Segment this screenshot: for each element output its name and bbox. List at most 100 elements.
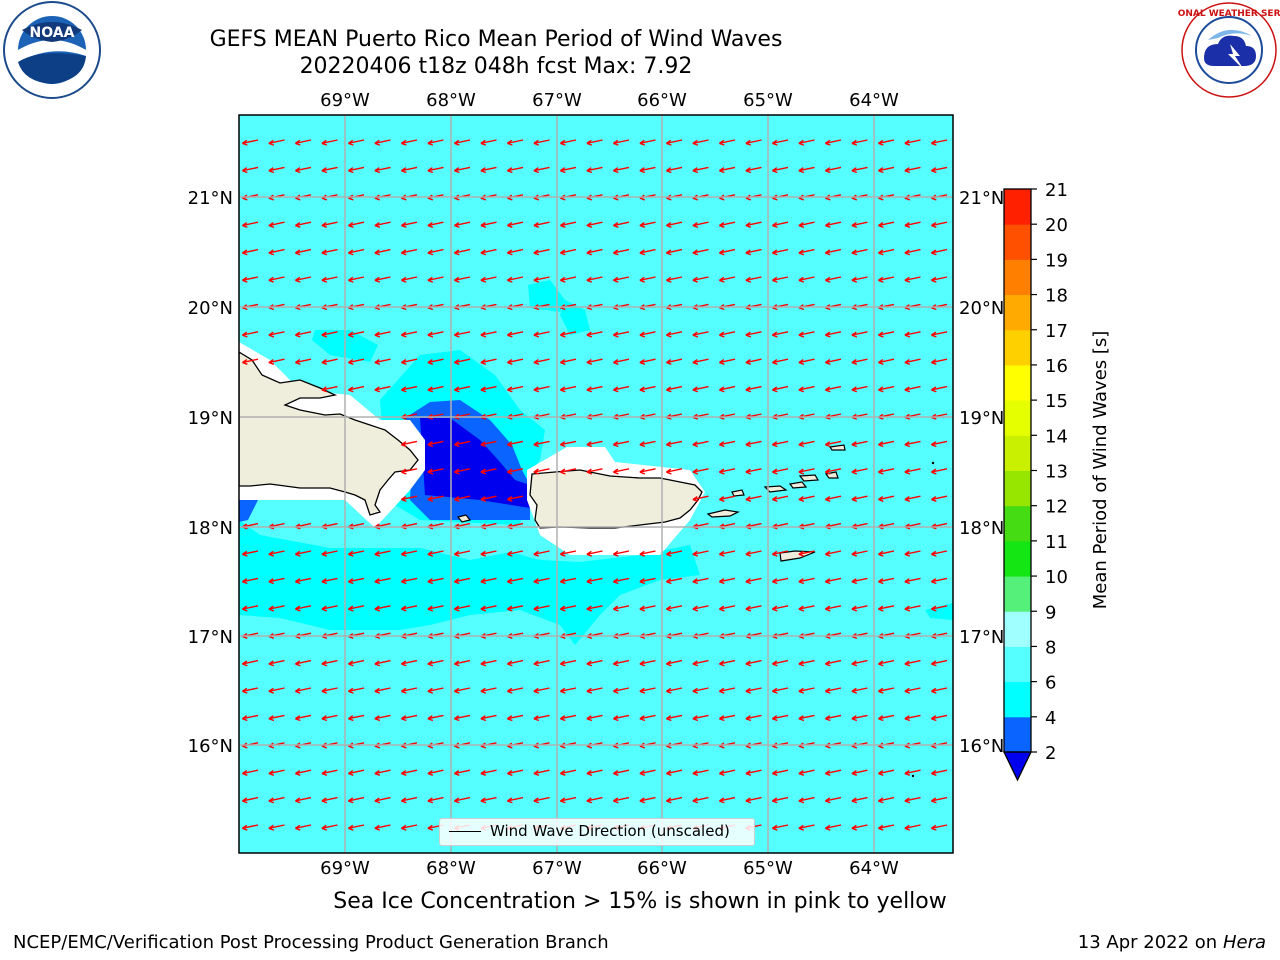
wind-wave-arrow bbox=[798, 468, 815, 475]
wind-wave-arrow bbox=[612, 248, 630, 256]
wind-wave-arrow bbox=[639, 659, 656, 667]
wind-wave-arrow bbox=[745, 166, 762, 174]
wave-period-4-6-south-east bbox=[925, 603, 953, 620]
wind-wave-arrow bbox=[612, 468, 630, 475]
colorbar-tick-label: 13 bbox=[1045, 462, 1068, 483]
colorbar-tick-label: 8 bbox=[1045, 637, 1056, 658]
wind-wave-arrow bbox=[268, 221, 285, 228]
wind-wave-arrow bbox=[930, 276, 948, 283]
wind-wave-arrow bbox=[506, 550, 524, 557]
wind-wave-arrow bbox=[533, 687, 550, 694]
wind-wave-arrow bbox=[453, 468, 471, 475]
wind-wave-arrow bbox=[427, 358, 444, 365]
wind-wave-arrow bbox=[506, 166, 524, 174]
wind-wave-arrow bbox=[480, 276, 497, 283]
wind-wave-arrow bbox=[798, 248, 815, 256]
wind-wave-arrow bbox=[347, 577, 365, 585]
wind-wave-arrow bbox=[480, 714, 497, 722]
wind-wave-arrow bbox=[904, 385, 921, 393]
wind-wave-arrow bbox=[665, 605, 683, 612]
wind-wave-arrow bbox=[559, 577, 577, 585]
wind-wave-arrow bbox=[294, 769, 312, 776]
wind-wave-arrow bbox=[586, 221, 603, 228]
wind-wave-arrow bbox=[506, 769, 524, 776]
wind-wave-arrow bbox=[904, 824, 921, 831]
wind-wave-arrow bbox=[268, 824, 285, 831]
wind-wave-arrow bbox=[639, 605, 656, 612]
hispaniola-land bbox=[239, 351, 419, 516]
wind-wave-arrow bbox=[374, 769, 391, 776]
wind-wave-arrow bbox=[851, 276, 868, 283]
wave-period-4-6-north bbox=[528, 280, 565, 312]
colorbar-segment bbox=[1004, 646, 1031, 683]
wind-wave-arrow bbox=[321, 385, 338, 393]
wind-wave-arrow bbox=[241, 248, 259, 256]
wind-wave-arrow bbox=[321, 221, 338, 228]
wind-wave-arrow bbox=[692, 468, 709, 475]
wind-wave-arrow bbox=[453, 687, 471, 694]
wind-wave-arrow bbox=[586, 796, 603, 804]
wind-wave-arrow bbox=[771, 495, 789, 502]
wind-wave-arrow bbox=[400, 276, 418, 283]
wind-wave-arrow bbox=[718, 139, 736, 146]
wind-wave-arrow bbox=[639, 714, 656, 722]
lon-label: 65°W bbox=[743, 90, 793, 111]
wind-wave-arrow bbox=[427, 769, 444, 776]
wind-wave-arrow bbox=[559, 659, 577, 667]
wind-wave-arrow bbox=[639, 276, 656, 283]
wind-wave-arrow bbox=[480, 659, 497, 667]
wind-wave-arrow bbox=[453, 714, 471, 722]
wind-wave-arrow bbox=[639, 687, 656, 694]
wind-wave-arrow bbox=[612, 769, 630, 776]
wind-wave-arrow bbox=[639, 358, 656, 365]
colorbar-tick-label: 18 bbox=[1045, 286, 1068, 307]
colorbar-tick-label: 21 bbox=[1045, 180, 1068, 201]
wind-wave-arrow bbox=[930, 824, 948, 831]
wind-wave-arrow bbox=[771, 605, 789, 612]
wind-wave-arrow bbox=[533, 605, 550, 612]
wind-wave-arrow bbox=[665, 687, 683, 694]
wind-wave-arrow bbox=[745, 714, 762, 722]
wind-wave-arrow bbox=[268, 769, 285, 776]
wind-wave-arrow bbox=[718, 166, 736, 174]
lon-label: 68°W bbox=[426, 90, 476, 111]
colorbar-segment bbox=[1004, 364, 1031, 401]
wind-wave-arrow bbox=[559, 358, 577, 365]
wind-wave-arrow bbox=[692, 659, 709, 667]
wind-wave-arrow bbox=[374, 824, 391, 831]
wind-wave-arrow bbox=[506, 139, 524, 146]
wind-wave-arrow bbox=[877, 605, 895, 612]
wind-wave-arrow bbox=[241, 824, 259, 831]
wind-wave-arrow bbox=[268, 796, 285, 804]
wind-wave-arrow bbox=[692, 577, 709, 585]
wind-wave-arrow bbox=[427, 687, 444, 694]
colorbar-tick-label: 14 bbox=[1045, 426, 1068, 447]
wind-wave-arrow bbox=[427, 440, 444, 448]
wind-wave-arrow bbox=[533, 358, 550, 365]
wind-wave-arrow bbox=[771, 385, 789, 393]
small-islet bbox=[911, 774, 915, 778]
wind-wave-arrow bbox=[877, 687, 895, 694]
wind-wave-arrow bbox=[559, 550, 577, 557]
wind-wave-arrow bbox=[533, 440, 550, 448]
wind-wave-arrow bbox=[241, 276, 259, 283]
wind-wave-arrow bbox=[374, 248, 391, 256]
wind-wave-arrow bbox=[824, 385, 842, 393]
wind-wave-arrow bbox=[692, 276, 709, 283]
wind-wave-arrow bbox=[347, 248, 365, 256]
wind-wave-arrow bbox=[692, 331, 709, 338]
wind-wave-arrow bbox=[877, 577, 895, 585]
wind-wave-arrow bbox=[427, 248, 444, 256]
wind-wave-arrow bbox=[798, 385, 815, 393]
colorbar-segment bbox=[1004, 716, 1031, 753]
wind-wave-arrow bbox=[506, 468, 524, 475]
wind-wave-arrow bbox=[904, 440, 921, 448]
wind-wave-arrow bbox=[930, 605, 948, 612]
wind-wave-arrow bbox=[374, 687, 391, 694]
wind-wave-arrow bbox=[586, 605, 603, 612]
wind-wave-arrow bbox=[480, 796, 497, 804]
wind-wave-arrow bbox=[453, 769, 471, 776]
wind-wave-arrow bbox=[665, 659, 683, 667]
wind-wave-arrow bbox=[665, 358, 683, 365]
